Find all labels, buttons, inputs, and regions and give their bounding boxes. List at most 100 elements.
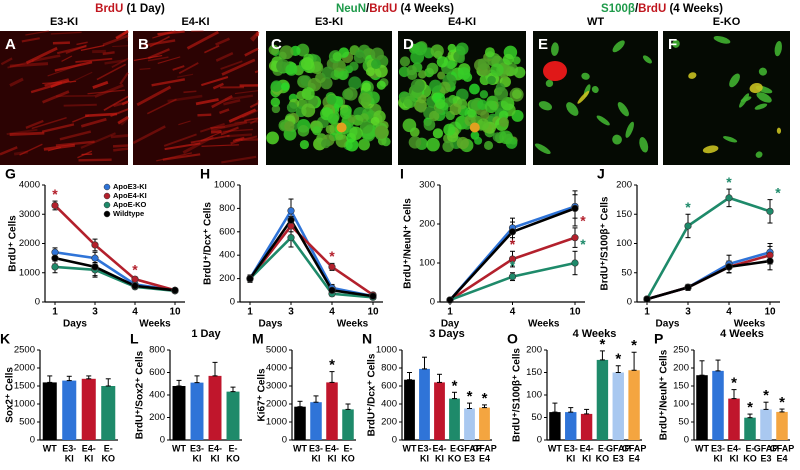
image-texture bbox=[755, 151, 763, 158]
image-texture bbox=[437, 71, 446, 80]
image-label: E-KO bbox=[713, 16, 741, 28]
image-texture bbox=[477, 118, 490, 131]
image-texture bbox=[197, 113, 212, 117]
micrograph bbox=[398, 31, 526, 165]
series-line bbox=[248, 223, 374, 297]
image-texture bbox=[447, 43, 457, 53]
significance-star: * bbox=[452, 377, 458, 394]
image-texture bbox=[483, 140, 494, 151]
image-texture bbox=[177, 73, 194, 78]
panel-title: 1 Day bbox=[191, 328, 221, 340]
x-tick-label: E4- bbox=[325, 443, 339, 453]
y-tick-label: 600 bbox=[219, 226, 235, 237]
bar bbox=[326, 382, 338, 440]
significance-star: * bbox=[615, 351, 621, 368]
significance-star: * bbox=[599, 336, 605, 353]
image-texture bbox=[112, 144, 129, 148]
panel-letter: C bbox=[271, 36, 282, 53]
y-axis-label: Sox2⁺ Cells bbox=[5, 367, 16, 423]
significance-star: * bbox=[580, 236, 586, 252]
image-texture bbox=[702, 145, 719, 154]
image-texture bbox=[349, 126, 363, 141]
image-texture bbox=[210, 120, 248, 132]
y-axis-label: BrdU⁺/Dcx⁺ Cells bbox=[367, 353, 378, 436]
x-tick-label: E3 bbox=[613, 453, 624, 463]
panel-title: 4 Weeks bbox=[720, 328, 764, 340]
image-texture bbox=[479, 74, 491, 86]
image-texture bbox=[143, 39, 176, 47]
image-texture bbox=[87, 89, 126, 95]
image-texture bbox=[80, 44, 105, 51]
x-tick-label: WT bbox=[172, 443, 186, 453]
image-texture bbox=[146, 98, 177, 115]
x-tick-label: 10 bbox=[569, 307, 581, 318]
y-tick-label: 200 bbox=[149, 412, 165, 423]
x-group-label: Day bbox=[441, 319, 460, 330]
micrograph bbox=[266, 31, 392, 165]
bar bbox=[744, 417, 756, 440]
data-point bbox=[287, 207, 295, 215]
x-tick-label: KI bbox=[582, 453, 591, 463]
series-line bbox=[54, 204, 176, 292]
x-tick-label: 3 bbox=[92, 307, 98, 318]
image-texture bbox=[50, 31, 82, 35]
image-texture bbox=[270, 97, 281, 107]
x-tick-label: E3- bbox=[417, 443, 431, 453]
image-texture bbox=[119, 72, 129, 85]
y-tick-label: 1000 bbox=[14, 399, 35, 410]
y-tick-label: 50 bbox=[621, 267, 632, 278]
image-texture bbox=[132, 125, 166, 145]
image-texture bbox=[199, 122, 225, 133]
image-texture bbox=[50, 81, 63, 89]
bar bbox=[464, 408, 475, 440]
x-tick-label: 10 bbox=[764, 307, 776, 318]
legend-marker bbox=[103, 183, 111, 191]
y-tick-label: 1000 bbox=[214, 180, 235, 191]
x-tick-label: GFAP bbox=[754, 443, 779, 453]
bar bbox=[42, 382, 57, 440]
series-line bbox=[249, 235, 374, 299]
image-texture bbox=[403, 95, 417, 109]
image-texture bbox=[358, 92, 372, 107]
series-line bbox=[54, 256, 176, 292]
y-tick-label: 200 bbox=[526, 345, 542, 356]
bar bbox=[479, 407, 490, 440]
image-texture bbox=[204, 44, 220, 54]
bar bbox=[434, 382, 445, 440]
image-texture bbox=[164, 142, 201, 151]
x-tick-label: GFAP bbox=[457, 443, 482, 453]
header-part: / bbox=[635, 3, 639, 15]
data-point bbox=[51, 263, 59, 271]
panel-letter: E bbox=[538, 36, 548, 53]
image-texture bbox=[30, 79, 70, 94]
image-texture bbox=[642, 55, 652, 64]
y-tick-label: 0 bbox=[684, 435, 689, 446]
bar bbox=[294, 406, 306, 440]
image-texture bbox=[200, 131, 223, 142]
image-texture bbox=[406, 65, 417, 76]
image-texture bbox=[688, 72, 697, 79]
bar bbox=[696, 375, 708, 440]
image-texture bbox=[426, 62, 439, 75]
x-group-label: Weeks bbox=[734, 319, 766, 330]
image-texture bbox=[301, 103, 316, 118]
y-axis-label: BrdU⁺/NeuN⁺ Cells bbox=[659, 349, 670, 440]
panel-letter: K bbox=[0, 331, 10, 347]
image-texture bbox=[19, 143, 43, 156]
header-part: / bbox=[366, 3, 370, 15]
y-tick-label: 2500 bbox=[14, 345, 35, 356]
y-tick-label: 250 bbox=[673, 345, 689, 356]
image-texture bbox=[77, 150, 93, 159]
image-texture bbox=[104, 59, 126, 65]
data-point bbox=[684, 222, 692, 230]
legend-marker bbox=[103, 201, 111, 209]
bar bbox=[596, 359, 609, 440]
image-texture bbox=[9, 62, 49, 68]
y-tick-label: 200 bbox=[673, 363, 689, 374]
image-texture bbox=[338, 70, 348, 80]
significance-star: * bbox=[329, 248, 335, 264]
image-texture bbox=[162, 153, 201, 161]
bar bbox=[62, 380, 77, 440]
image-texture bbox=[92, 80, 109, 90]
panel-header: NeuN/BrdU (4 Weeks) bbox=[336, 3, 454, 15]
